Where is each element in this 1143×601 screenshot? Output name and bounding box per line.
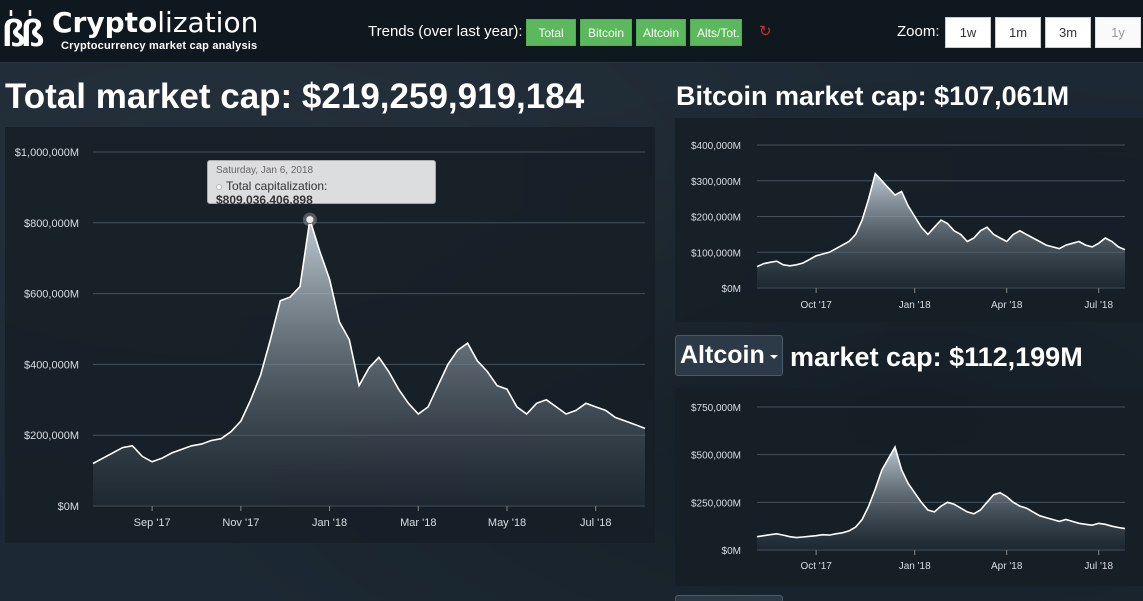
bitcoin-chart-panel: $400,000M $300,000M $200,000M $100,000M $0M O… <box>675 118 1143 322</box>
x-tick-label: Jan '18 <box>312 517 347 529</box>
series-line <box>92 219 646 465</box>
bitcoin-logo-icon[interactable]: ß ß <box>2 6 46 54</box>
zoom-3m-button[interactable]: 3m <box>1045 17 1091 48</box>
x-tick-label: Jul '18 <box>1084 561 1113 572</box>
x-tick-label: May '18 <box>488 517 526 529</box>
total-market-cap-title: Total market cap: $219,259,919,184 <box>5 77 585 116</box>
series-dot-icon <box>216 183 222 190</box>
zoom-1m-button[interactable]: 1m <box>995 17 1041 48</box>
altcoin-market-cap-chart[interactable]: $750,000M $500,000M $250,000M $0M Oct '17 Jan… <box>675 388 1143 586</box>
y-tick-label: $0M <box>722 546 741 557</box>
x-tick-label: Apr '18 <box>991 561 1023 572</box>
altcoin-market-cap-title: market cap: $112,199M <box>790 342 1083 372</box>
site-title-bold: Crypto <box>52 6 158 39</box>
chevron-down-icon <box>770 355 778 359</box>
x-tick-label: Oct '17 <box>800 300 832 311</box>
trends-label: Trends (over last year): <box>368 23 523 40</box>
y-tick-label: $800,000M <box>24 218 79 230</box>
y-tick-label: $0M <box>722 284 741 295</box>
total-market-cap-chart[interactable]: $1,000,000M $800,000M $600,000M $400,000M $2… <box>5 127 655 543</box>
trend-altcoin-button[interactable]: Altcoin <box>636 19 686 46</box>
series-line <box>756 444 1126 539</box>
y-tick-label: $400,000M <box>691 141 741 152</box>
zoom-1y-button[interactable]: 1y <box>1095 17 1141 48</box>
zoom-label: Zoom: <box>897 23 940 40</box>
coin-type-select[interactable]: Altcoin <box>675 335 783 376</box>
x-tick-label: Jan '18 <box>899 561 931 572</box>
top-navbar: ß ß Cryptolization Cryptocurrency market… <box>0 0 1143 63</box>
bitcoin-market-cap-title: Bitcoin market cap: $107,061M <box>676 81 1070 111</box>
y-tick-label: $0M <box>58 501 79 513</box>
total-chart-panel: $1,000,000M $800,000M $600,000M $400,000M $2… <box>5 127 655 543</box>
y-tick-label: $200,000M <box>24 430 79 442</box>
coin-type-select-label: Altcoin <box>680 341 765 369</box>
trend-bitcoin-button[interactable]: Bitcoin <box>580 19 632 46</box>
x-tick-label: Mar '18 <box>400 517 436 529</box>
y-tick-label: $600,000M <box>24 289 79 301</box>
y-tick-label: $100,000M <box>691 248 741 259</box>
x-tick-label: Oct '17 <box>800 561 832 572</box>
series-area <box>757 173 1125 288</box>
x-tick-label: Apr '18 <box>991 300 1023 311</box>
series-area <box>757 447 1125 550</box>
altcoin-chart-panel: $750,000M $500,000M $250,000M $0M Oct '17 Jan… <box>675 388 1143 586</box>
tooltip-label: Total capitalization: <box>226 179 328 193</box>
series-area <box>93 219 645 506</box>
tooltip-value: $809,036,406,898 <box>216 193 313 207</box>
x-tick-label: Nov '17 <box>222 517 259 529</box>
x-tick-label: Sep '17 <box>134 517 171 529</box>
x-tick-label: Jul '18 <box>580 517 611 529</box>
y-tick-label: $400,000M <box>24 359 79 371</box>
x-tick-label: Jan '18 <box>899 300 931 311</box>
svg-text:ß: ß <box>21 13 44 54</box>
zoom-1w-button[interactable]: 1w <box>945 17 991 48</box>
trend-alts-total-button[interactable]: Alts/Tot. <box>690 19 742 46</box>
site-title[interactable]: Cryptolization <box>52 8 258 38</box>
x-tick-label: Jul '18 <box>1084 300 1113 311</box>
site-title-light: lization <box>157 6 259 39</box>
y-tick-label: $300,000M <box>691 177 741 188</box>
y-tick-label: $1,000,000M <box>15 147 79 159</box>
hover-point <box>305 215 315 225</box>
y-tick-label: $750,000M <box>691 403 741 414</box>
y-tick-label: $250,000M <box>691 498 741 509</box>
y-tick-label: $500,000M <box>691 451 741 462</box>
y-tick-label: $200,000M <box>691 213 741 224</box>
series-line <box>756 171 1126 268</box>
chart-tooltip: Saturday, Jan 6, 2018 Total capitalizati… <box>207 160 436 207</box>
refresh-icon[interactable]: ↻ <box>759 23 772 40</box>
next-select-button[interactable] <box>675 595 783 601</box>
site-subtitle: Cryptocurrency market cap analysis <box>61 40 258 52</box>
bitcoin-market-cap-chart[interactable]: $400,000M $300,000M $200,000M $100,000M $0M O… <box>675 118 1143 322</box>
tooltip-date: Saturday, Jan 6, 2018 <box>216 165 314 176</box>
trend-total-button[interactable]: Total <box>526 19 576 46</box>
svg-text:ß: ß <box>2 13 25 54</box>
